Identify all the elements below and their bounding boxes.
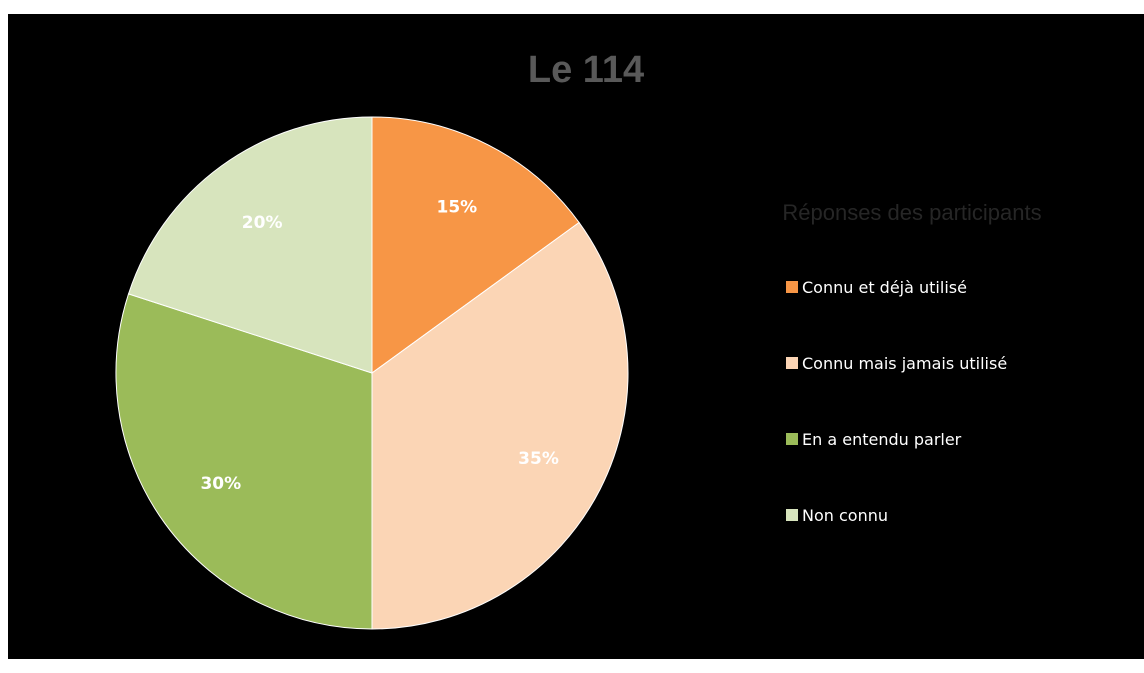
legend-items: Connu et déjà utilisé Connu mais jamais u… <box>786 278 1007 525</box>
data-label-en-a-entendu-parler: 30% <box>200 474 241 494</box>
legend-swatch-en-a-entendu-parler <box>786 433 798 445</box>
legend-label-connu-mais-jamais-utilise: Connu mais jamais utilisé <box>802 354 1007 373</box>
data-label-connu-mais-jamais-utilise: 35% <box>518 449 559 469</box>
legend-swatch-non-connu <box>786 509 798 521</box>
pie-slice-en-a-entendu-parler <box>115 293 373 630</box>
data-label-non-connu: 20% <box>242 213 283 233</box>
pie-slice-connu-et-deja-utilise <box>371 116 580 374</box>
legend-swatch-connu-et-deja-utilise <box>786 281 798 293</box>
legend-title: Réponses des participants <box>782 200 1041 225</box>
pie-data-labels: 15% 35% 30% 20% <box>200 197 558 493</box>
legend-label-en-a-entendu-parler: En a entendu parler <box>802 430 962 449</box>
data-label-connu-et-deja-utilise: 15% <box>436 197 477 217</box>
pie-slice-non-connu <box>127 116 373 374</box>
chart-title: Le 114 <box>528 49 644 91</box>
legend-label-connu-et-deja-utilise: Connu et déjà utilisé <box>802 278 967 297</box>
legend-swatch-connu-mais-jamais-utilise <box>786 357 798 369</box>
pie-slice-connu-mais-jamais-utilise <box>371 221 629 630</box>
legend: Réponses des participants Connu et déjà … <box>782 200 1041 525</box>
legend-label-non-connu: Non connu <box>802 506 888 525</box>
pie-slices <box>115 116 629 630</box>
